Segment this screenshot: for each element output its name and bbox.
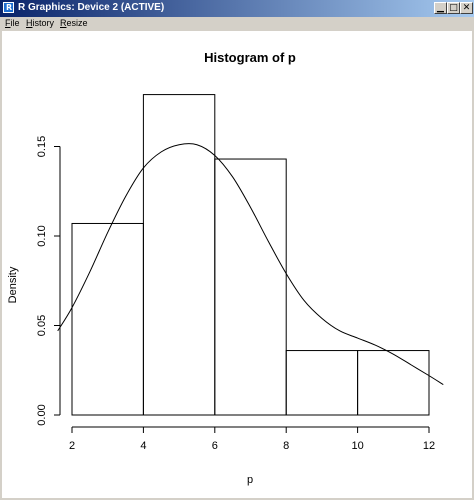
histogram-bar-0 (71, 222, 144, 416)
menu-resize-label: esize (66, 18, 88, 28)
y-tick-label-2: 0.10 (36, 225, 48, 246)
menu-file-label: ile (10, 18, 20, 28)
x-axis-label: p (247, 474, 253, 486)
minimize-icon: ▁ (437, 3, 444, 13)
menu-history-label: istory (32, 18, 55, 28)
histogram-bar-3 (285, 350, 359, 416)
menu-history-accel: H (26, 18, 33, 28)
x-tick-label-1: 4 (140, 440, 146, 452)
close-icon: ✕ (462, 3, 471, 13)
y-axis-label: Density (7, 266, 19, 303)
maximize-button[interactable]: □ (447, 2, 460, 14)
x-tick-label-5: 12 (423, 440, 435, 452)
menu-resize-accel: R (60, 18, 67, 28)
histogram-bar-2 (214, 158, 287, 416)
minimize-button[interactable]: ▁ (434, 2, 447, 14)
menu-file-accel: F (5, 18, 11, 28)
chart-title: Histogram of p (204, 50, 296, 65)
window-title: R Graphics: Device 2 (ACTIVE) (18, 2, 165, 13)
y-tick-label-3: 0.15 (36, 136, 48, 157)
y-tick-label-0: 0.00 (36, 404, 48, 425)
menu-bar: File History Resize (0, 17, 474, 30)
window-titlebar[interactable]: R R Graphics: Device 2 (ACTIVE) ▁ □ ✕ (0, 0, 474, 17)
x-tick-label-2: 6 (212, 440, 218, 452)
close-button[interactable]: ✕ (460, 2, 473, 14)
y-tick-label-1: 0.05 (36, 315, 48, 336)
histogram-bar-4 (357, 350, 430, 416)
histogram-bar-1 (142, 94, 216, 416)
x-tick-label-0: 2 (69, 440, 75, 452)
density-curve (57, 143, 444, 385)
menu-history[interactable]: History (26, 18, 54, 28)
r-app-icon: R (3, 2, 14, 13)
menu-file[interactable]: File (5, 18, 20, 28)
graphics-canvas: Histogram of p p Density 2 4 6 8 10 12 0.00 0.… (2, 31, 472, 498)
x-tick-label-3: 8 (283, 440, 289, 452)
x-tick-label-4: 10 (351, 440, 363, 452)
histogram-plot: Histogram of p p Density 2 4 6 8 10 12 0.00 0.… (7, 50, 444, 486)
maximize-icon: □ (449, 3, 458, 13)
menu-resize[interactable]: Resize (60, 18, 88, 28)
